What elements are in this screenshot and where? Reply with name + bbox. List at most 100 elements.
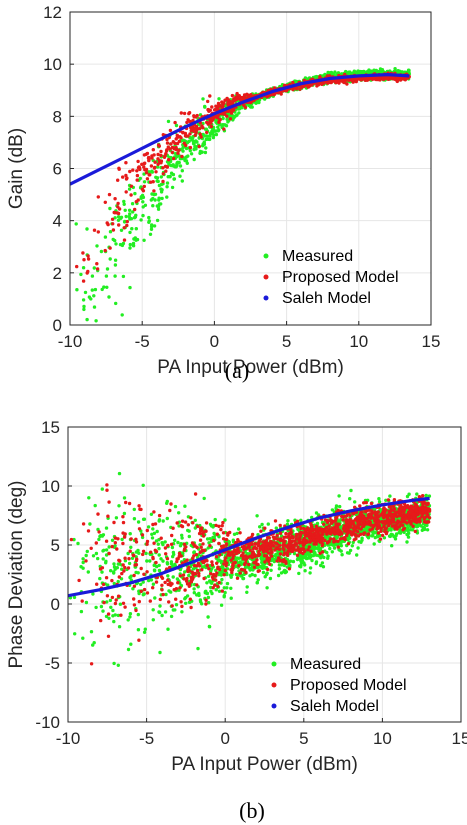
scatter-point <box>120 313 124 317</box>
scatter-point <box>110 538 115 542</box>
scatter-point <box>218 118 222 122</box>
scatter-point <box>97 530 101 534</box>
scatter-point <box>140 533 145 537</box>
scatter-point <box>141 580 145 584</box>
scatter-point <box>188 145 193 150</box>
data-layer <box>70 67 411 360</box>
scatter-point <box>141 213 145 218</box>
scatter-point <box>216 129 220 133</box>
scatter-point <box>90 288 95 292</box>
scatter-point <box>165 516 169 521</box>
scatter-point <box>390 544 394 548</box>
scatter-point <box>147 158 151 162</box>
scatter-point <box>133 207 137 212</box>
scatter-point <box>151 527 155 531</box>
scatter-point <box>170 150 174 155</box>
scatter-point <box>112 661 116 666</box>
scatter-point <box>184 143 188 148</box>
scatter-point <box>211 129 215 133</box>
scatter-point <box>161 179 165 184</box>
scatter-point <box>321 565 326 569</box>
x-tick-label: 0 <box>210 332 219 351</box>
scatter-point <box>329 80 333 84</box>
scatter-point <box>303 569 307 573</box>
scatter-point <box>170 545 175 550</box>
scatter-point <box>104 548 109 552</box>
scatter-point <box>217 558 221 562</box>
scatter-point <box>205 581 209 585</box>
scatter-point <box>164 592 168 597</box>
scatter-point <box>121 274 126 279</box>
scatter-point <box>147 578 151 583</box>
scatter-point <box>128 575 132 580</box>
y-tick-label: 10 <box>41 477 60 496</box>
scatter-point <box>265 571 269 575</box>
scatter-point <box>131 244 136 248</box>
scatter-point <box>104 274 109 278</box>
legend-label: Saleh Model <box>282 290 371 307</box>
scatter-point <box>117 504 121 508</box>
scatter-point <box>210 591 214 596</box>
scatter-point <box>204 146 208 150</box>
scatter-point <box>208 137 212 142</box>
scatter-point <box>401 528 405 532</box>
scatter-point <box>271 557 276 562</box>
scatter-point <box>77 578 81 583</box>
scatter-point <box>207 601 211 605</box>
scatter-point <box>324 525 329 530</box>
scatter-point <box>328 546 332 551</box>
scatter-point <box>159 161 163 165</box>
scatter-point <box>180 154 184 159</box>
scatter-point <box>101 609 105 613</box>
scatter-point <box>268 576 273 581</box>
scatter-point <box>124 214 128 219</box>
scatter-point <box>405 540 409 544</box>
scatter-point <box>225 581 230 586</box>
scatter-point <box>107 192 112 197</box>
scatter-point <box>222 112 227 116</box>
x-tick-label: -10 <box>56 729 81 748</box>
scatter-point <box>125 223 129 228</box>
scatter-point <box>377 497 381 501</box>
scatter-point <box>127 208 132 212</box>
scatter-point <box>225 98 230 102</box>
scatter-point <box>111 614 115 618</box>
x-tick-label: 10 <box>373 729 392 748</box>
scatter-point <box>135 173 140 178</box>
scatter-point <box>411 528 415 532</box>
scatter-point <box>122 226 126 230</box>
scatter-point <box>153 198 157 202</box>
scatter-point <box>198 538 203 542</box>
scatter-point <box>79 357 82 360</box>
x-tick-label: 10 <box>349 332 368 351</box>
scatter-point <box>79 272 83 277</box>
scatter-point <box>92 266 97 270</box>
scatter-point <box>157 519 161 523</box>
scatter-point <box>171 140 175 144</box>
scatter-point <box>112 581 117 586</box>
scatter-point <box>84 600 89 605</box>
scatter-point <box>81 557 85 561</box>
scatter-point <box>161 133 165 137</box>
scatter-point <box>183 134 188 138</box>
y-tick-label: -5 <box>45 654 60 673</box>
scatter-point <box>364 70 369 74</box>
scatter-point <box>117 471 122 476</box>
scatter-point <box>108 230 113 234</box>
legend-label: Measured <box>282 248 353 265</box>
scatter-point <box>136 548 140 553</box>
scatter-point <box>122 220 127 224</box>
scatter-point <box>116 218 121 222</box>
y-tick-label: 10 <box>43 55 62 74</box>
scatter-point <box>164 149 169 153</box>
scatter-point <box>378 508 383 512</box>
scatter-point <box>166 627 170 631</box>
scatter-point <box>91 554 96 558</box>
scatter-point <box>235 531 239 536</box>
scatter-point <box>156 207 161 211</box>
scatter-point <box>260 522 264 527</box>
scatter-point <box>214 132 219 137</box>
scatter-point <box>93 503 97 508</box>
scatter-point <box>128 612 133 616</box>
scatter-point <box>387 505 391 509</box>
